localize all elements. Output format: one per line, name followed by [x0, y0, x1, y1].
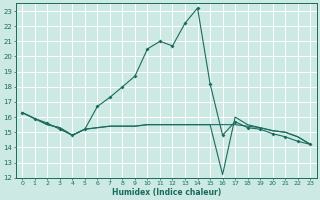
X-axis label: Humidex (Indice chaleur): Humidex (Indice chaleur) — [112, 188, 221, 197]
